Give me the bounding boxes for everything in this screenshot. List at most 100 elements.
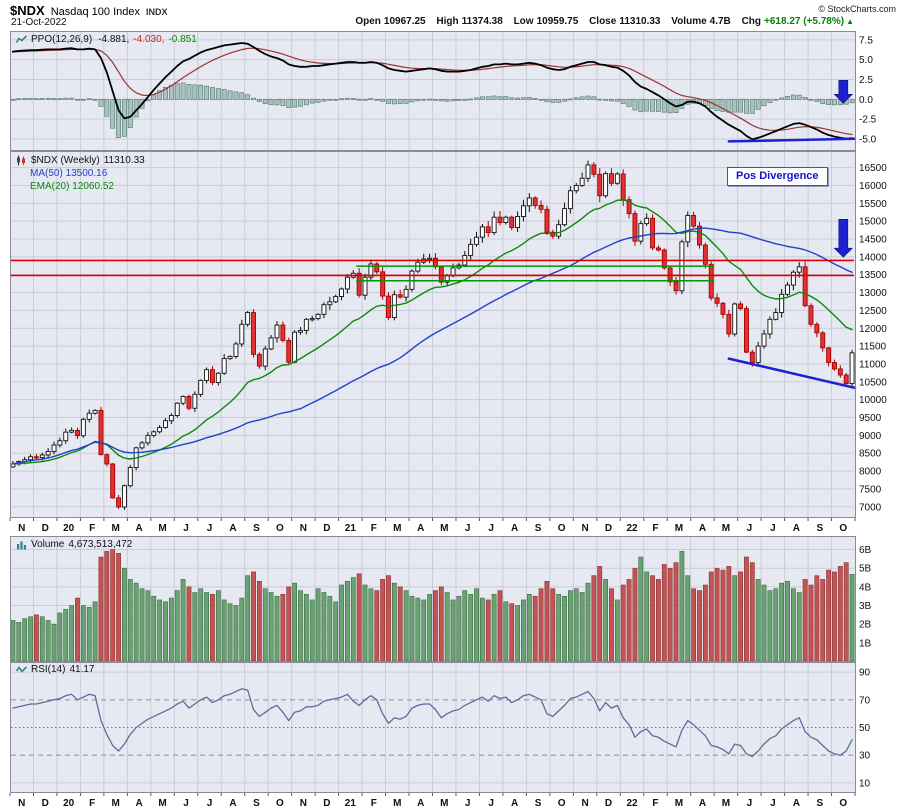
low-value: 10959.75 bbox=[536, 16, 579, 27]
y-axis-label: 8500 bbox=[859, 449, 882, 460]
x-axis-months-bottom: N D 20 F M A M J J A S O N D 21 F M A M J J A S O N D 22 F M A M J J A S O bbox=[0, 793, 900, 811]
x-axis-label: J bbox=[207, 523, 213, 534]
ema20-line bbox=[12, 199, 853, 465]
x-axis-label: 20 bbox=[63, 798, 75, 809]
y-axis-label: 10 bbox=[859, 778, 871, 789]
x-axis-label: 22 bbox=[626, 523, 638, 534]
x-axis-label: N bbox=[18, 798, 25, 809]
x-axis-label: F bbox=[371, 523, 377, 534]
vertical-gridlines bbox=[32, 32, 833, 150]
x-axis-label: M bbox=[393, 523, 401, 534]
y-axis-label: 1B bbox=[859, 638, 872, 649]
y-axis-label: 5.0 bbox=[859, 55, 873, 66]
open-label: Open bbox=[355, 16, 381, 27]
x-axis-label: 21 bbox=[345, 798, 357, 809]
x-axis-label: S bbox=[816, 798, 823, 809]
x-axis-label: M bbox=[675, 523, 683, 534]
x-axis-label: J bbox=[207, 798, 213, 809]
x-axis-label: O bbox=[839, 523, 847, 534]
x-axis-label: S bbox=[535, 523, 542, 534]
high-value: 11374.38 bbox=[461, 16, 503, 27]
chg-value: +618.27 (+5.78%) bbox=[764, 16, 845, 27]
x-axis-label: O bbox=[276, 798, 284, 809]
x-axis-label: O bbox=[276, 523, 284, 534]
symbol: $NDX bbox=[10, 3, 45, 18]
x-axis-label: N bbox=[581, 523, 588, 534]
x-axis-label: A bbox=[793, 798, 800, 809]
y-axis-label: 11500 bbox=[859, 342, 887, 353]
x-axis-label: A bbox=[511, 798, 518, 809]
x-axis-label: J bbox=[770, 523, 776, 534]
x-axis-label: D bbox=[42, 523, 49, 534]
y-axis-label: 7000 bbox=[859, 502, 882, 513]
ppo-chart: 7.5 5.0 2.5 0.0 -2.5 -5.0 bbox=[10, 31, 877, 151]
y-axis-label: 11000 bbox=[859, 359, 887, 370]
y-axis-label: 7.5 bbox=[859, 35, 873, 46]
x-axis-label: S bbox=[816, 523, 823, 534]
price-chart: 7000 7500 8000 8500 9000 9500 10000 10500 11000 1… bbox=[10, 151, 887, 518]
y-axis-label: 3B bbox=[859, 601, 872, 612]
x-axis-label: D bbox=[42, 798, 49, 809]
volume-chart: 6B 5B 4B 3B 2B 1B bbox=[10, 536, 872, 662]
x-axis-label: A bbox=[417, 798, 424, 809]
y-axis-label: 15000 bbox=[859, 217, 887, 228]
panel-border bbox=[10, 536, 856, 662]
x-axis-label: J bbox=[465, 523, 471, 534]
x-axis-label: D bbox=[323, 798, 330, 809]
x-axis-label: F bbox=[652, 798, 658, 809]
x-axis-label: M bbox=[440, 798, 448, 809]
x-axis-label: A bbox=[793, 523, 800, 534]
index-name: Nasdaq 100 Index bbox=[50, 6, 140, 18]
y-axis-label: -5.0 bbox=[859, 134, 877, 145]
chg-label: Chg bbox=[741, 16, 762, 27]
chart-date: 21-Oct-2022 bbox=[11, 17, 67, 28]
y-axis-label: 16000 bbox=[859, 181, 887, 192]
x-axis-label: A bbox=[699, 523, 706, 534]
y-axis-label: 15500 bbox=[859, 199, 887, 210]
x-axis-label: N bbox=[300, 798, 307, 809]
x-axis-label: N bbox=[581, 798, 588, 809]
x-axis-label: D bbox=[605, 798, 612, 809]
y-axis-label: 9500 bbox=[859, 413, 882, 424]
close-label: Close bbox=[589, 16, 617, 27]
x-axis-label: M bbox=[111, 523, 119, 534]
header-row: $NDX Nasdaq 100 Index INDX bbox=[10, 3, 168, 18]
y-axis-label: 5B bbox=[859, 564, 872, 575]
x-axis-label: A bbox=[135, 798, 142, 809]
chg-up-arrow-icon: ▲ bbox=[846, 17, 854, 26]
x-axis-label: S bbox=[535, 798, 542, 809]
y-axis-label: 12000 bbox=[859, 324, 887, 335]
x-axis-label: M bbox=[111, 798, 119, 809]
y-axis-label: 13500 bbox=[859, 270, 887, 281]
blue-down-arrow-annotation bbox=[833, 79, 854, 104]
x-axis-label: O bbox=[558, 798, 566, 809]
low-label: Low bbox=[513, 16, 534, 27]
panel-border bbox=[10, 31, 856, 151]
y-axis-label: 90 bbox=[859, 668, 871, 679]
y-axis-label: 2B bbox=[859, 620, 872, 631]
x-axis-label: M bbox=[158, 523, 166, 534]
ma50-line bbox=[12, 227, 853, 465]
vertical-gridlines bbox=[32, 152, 833, 517]
x-axis-label: O bbox=[839, 798, 847, 809]
x-axis-label: F bbox=[89, 798, 95, 809]
vertical-gridlines bbox=[32, 537, 833, 661]
price-downtrend-line bbox=[727, 357, 857, 390]
y-axis-label: 14500 bbox=[859, 234, 887, 245]
x-axis-label: N bbox=[300, 523, 307, 534]
y-axis-label: 2.5 bbox=[859, 75, 873, 86]
y-axis-label: 50 bbox=[859, 723, 871, 734]
y-axis-label: 4B bbox=[859, 582, 872, 593]
open-value: 10967.25 bbox=[383, 16, 426, 27]
x-axis-label: 22 bbox=[626, 798, 638, 809]
x-axis-label: A bbox=[229, 798, 236, 809]
panel-border bbox=[10, 151, 856, 518]
x-axis-label: D bbox=[605, 523, 612, 534]
high-label: High bbox=[436, 16, 459, 27]
x-axis-label: A bbox=[229, 523, 236, 534]
x-axis-label: M bbox=[158, 798, 166, 809]
y-axis-label: 10000 bbox=[859, 395, 887, 406]
y-axis-label: 10500 bbox=[859, 377, 887, 388]
x-axis-label: J bbox=[183, 798, 189, 809]
